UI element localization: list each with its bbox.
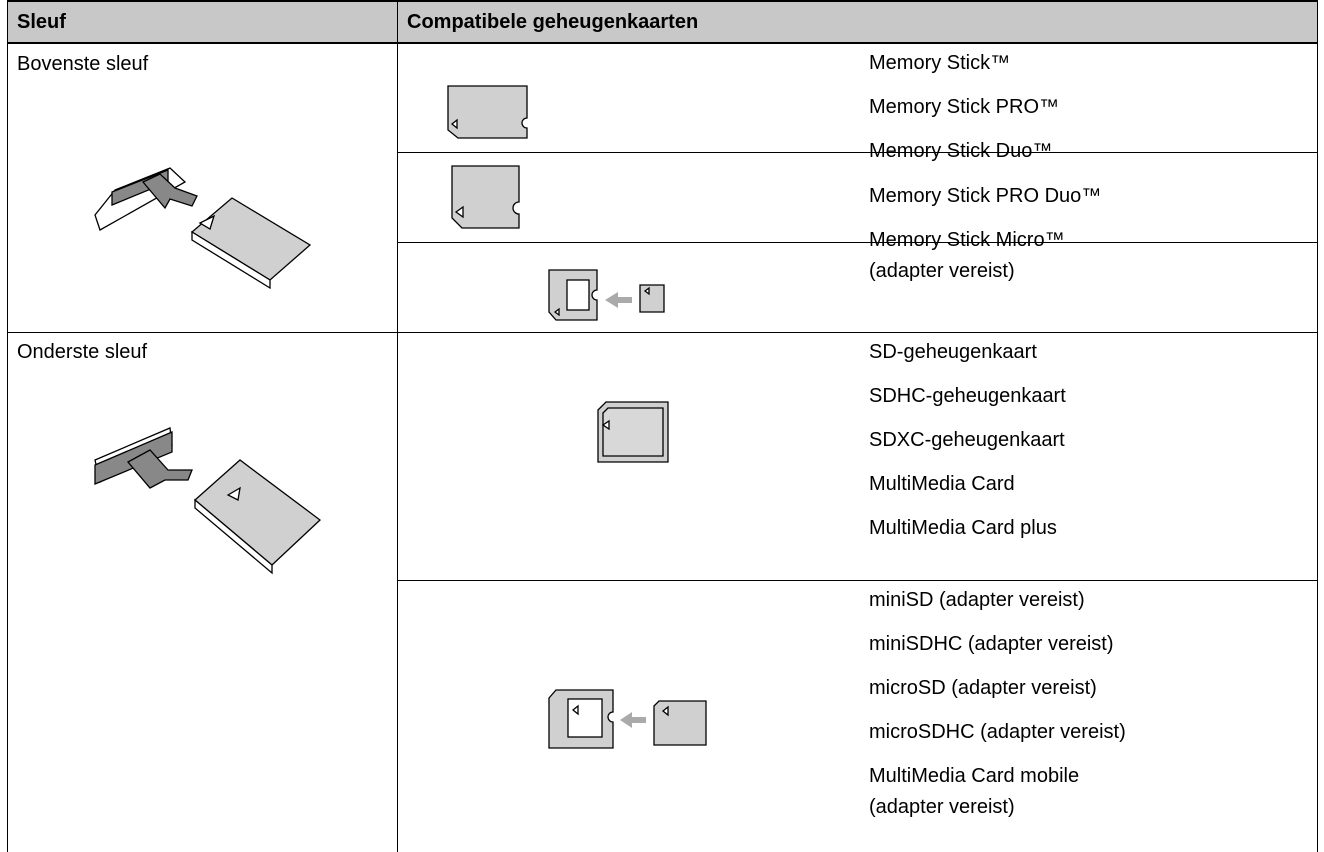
rule xyxy=(397,580,1318,581)
rule xyxy=(7,42,1318,44)
header-cell: Compatibele geheugenkaarten xyxy=(407,11,699,33)
rule xyxy=(7,0,1318,2)
card-type: miniSD (adapter vereist) xyxy=(869,589,1085,611)
slot-illustration xyxy=(94,427,322,575)
rule xyxy=(7,0,8,852)
card-type: MultiMedia Card xyxy=(869,473,1015,495)
rule xyxy=(7,332,1318,333)
card-illustration xyxy=(447,85,528,139)
card-illustration xyxy=(597,401,669,463)
slot-illustration xyxy=(94,167,312,290)
card-type: SD-geheugenkaart xyxy=(869,341,1037,363)
card-type: Memory Stick Micro™ xyxy=(869,229,1065,251)
card-type: Memory Stick PRO™ xyxy=(869,96,1060,118)
rule xyxy=(397,242,1318,243)
card-type: miniSDHC (adapter vereist) xyxy=(869,633,1114,655)
card-type: microSD (adapter vereist) xyxy=(869,677,1097,699)
card-type: microSDHC (adapter vereist) xyxy=(869,721,1126,743)
card-illustration xyxy=(548,269,665,321)
card-type: Memory Stick Duo™ xyxy=(869,140,1053,162)
card-illustration xyxy=(548,689,707,749)
card-type: (adapter vereist) xyxy=(869,260,1015,282)
card-type: SDXC-geheugenkaart xyxy=(869,429,1065,451)
rule xyxy=(397,0,398,852)
header-bg xyxy=(7,0,1318,43)
slot-name: Onderste sleuf xyxy=(17,341,148,363)
card-type: MultiMedia Card mobile xyxy=(869,765,1080,787)
card-type: Memory Stick™ xyxy=(869,52,1011,74)
header-cell: Sleuf xyxy=(17,11,66,33)
rule xyxy=(1317,0,1318,852)
slot-name: Bovenste sleuf xyxy=(17,53,149,75)
card-illustration xyxy=(451,165,520,229)
rule xyxy=(397,152,1318,153)
card-type: Memory Stick PRO Duo™ xyxy=(869,185,1102,207)
card-type: SDHC-geheugenkaart xyxy=(869,385,1066,407)
card-type: (adapter vereist) xyxy=(869,796,1015,818)
card-type: MultiMedia Card plus xyxy=(869,517,1057,539)
